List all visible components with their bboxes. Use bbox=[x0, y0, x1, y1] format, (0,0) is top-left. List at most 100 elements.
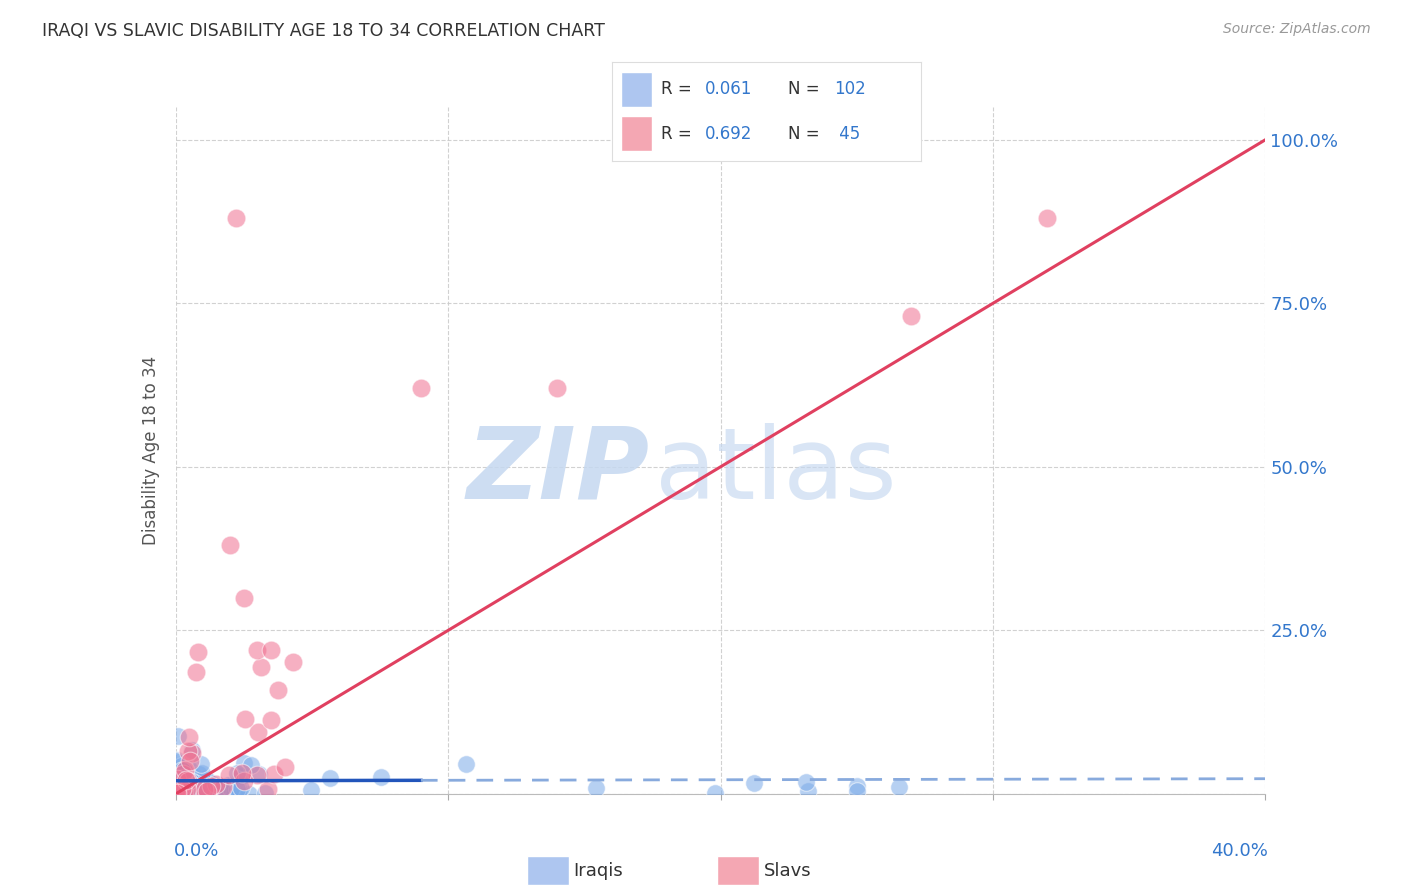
Point bbox=[222, 784, 245, 798]
Point bbox=[233, 712, 256, 726]
Point bbox=[174, 780, 197, 794]
Point bbox=[211, 781, 233, 796]
Bar bbox=[621, 72, 652, 107]
Point bbox=[887, 780, 910, 794]
Point bbox=[228, 783, 250, 797]
Point bbox=[179, 785, 201, 799]
Point bbox=[229, 769, 252, 783]
Point bbox=[177, 785, 200, 799]
Point bbox=[174, 766, 197, 780]
Point bbox=[169, 787, 191, 801]
Point bbox=[845, 783, 868, 797]
Point bbox=[170, 787, 193, 801]
Point bbox=[174, 783, 197, 797]
Point bbox=[283, 655, 305, 669]
Point bbox=[217, 778, 239, 792]
Point bbox=[246, 724, 269, 739]
Point bbox=[179, 754, 201, 768]
Text: 0.692: 0.692 bbox=[704, 125, 752, 143]
Text: R =: R = bbox=[661, 80, 697, 98]
Point bbox=[179, 730, 201, 744]
Point bbox=[190, 766, 212, 780]
Point bbox=[194, 784, 217, 798]
Point bbox=[187, 645, 209, 659]
Point bbox=[166, 772, 188, 786]
Point bbox=[200, 779, 222, 793]
Point bbox=[177, 773, 200, 788]
Point bbox=[176, 782, 198, 797]
Point bbox=[166, 770, 188, 784]
Point bbox=[797, 784, 820, 798]
Point bbox=[299, 783, 322, 797]
Point bbox=[546, 381, 568, 395]
Point bbox=[188, 767, 211, 781]
Point bbox=[179, 784, 201, 798]
Text: ZIP: ZIP bbox=[467, 423, 650, 519]
Point bbox=[188, 785, 211, 799]
Point bbox=[217, 784, 239, 798]
Text: Source: ZipAtlas.com: Source: ZipAtlas.com bbox=[1223, 22, 1371, 37]
Point bbox=[179, 772, 201, 786]
Point bbox=[170, 758, 193, 772]
Point bbox=[246, 768, 269, 782]
Point bbox=[704, 786, 727, 800]
Point bbox=[172, 766, 194, 780]
Point bbox=[193, 772, 215, 786]
Point bbox=[225, 781, 247, 796]
Point bbox=[370, 771, 392, 785]
Point bbox=[195, 784, 218, 798]
Point bbox=[794, 774, 817, 789]
Point bbox=[174, 773, 197, 788]
Point bbox=[218, 768, 240, 782]
Point bbox=[165, 754, 187, 768]
Point bbox=[219, 781, 242, 796]
Point bbox=[177, 787, 200, 801]
Text: atlas: atlas bbox=[655, 423, 897, 519]
Text: 0.061: 0.061 bbox=[704, 80, 752, 98]
Point bbox=[174, 786, 197, 800]
Point bbox=[200, 776, 222, 790]
Point bbox=[170, 763, 193, 777]
Point bbox=[181, 778, 204, 792]
Point bbox=[177, 744, 200, 758]
Point bbox=[172, 782, 194, 797]
Point bbox=[177, 772, 200, 787]
Point bbox=[204, 785, 226, 799]
Point bbox=[187, 785, 209, 799]
Point bbox=[180, 773, 202, 788]
Point bbox=[172, 771, 194, 785]
Point bbox=[165, 777, 187, 791]
Point bbox=[195, 783, 218, 797]
Point bbox=[205, 777, 228, 791]
Text: 0.0%: 0.0% bbox=[173, 842, 219, 860]
Point bbox=[260, 713, 283, 727]
Point bbox=[232, 591, 254, 605]
Point bbox=[172, 780, 194, 794]
Point bbox=[190, 778, 212, 792]
Point bbox=[742, 776, 765, 790]
Point bbox=[205, 783, 228, 797]
Point bbox=[232, 773, 254, 788]
Point bbox=[174, 764, 197, 779]
Point bbox=[167, 729, 190, 743]
Point bbox=[197, 780, 219, 795]
Point bbox=[181, 746, 204, 760]
Point bbox=[319, 771, 342, 785]
Point bbox=[181, 770, 204, 784]
Point bbox=[267, 682, 290, 697]
Point bbox=[190, 786, 212, 800]
Point bbox=[585, 781, 607, 796]
Point bbox=[172, 785, 194, 799]
Point bbox=[217, 785, 239, 799]
Point bbox=[179, 787, 201, 801]
Point bbox=[166, 767, 188, 781]
Point bbox=[166, 786, 188, 800]
Point bbox=[197, 774, 219, 789]
Text: 40.0%: 40.0% bbox=[1211, 842, 1268, 860]
Point bbox=[186, 665, 208, 679]
Point bbox=[177, 776, 200, 790]
Point bbox=[173, 767, 195, 781]
Point bbox=[240, 758, 263, 772]
Point bbox=[231, 765, 253, 780]
Point bbox=[409, 381, 432, 395]
